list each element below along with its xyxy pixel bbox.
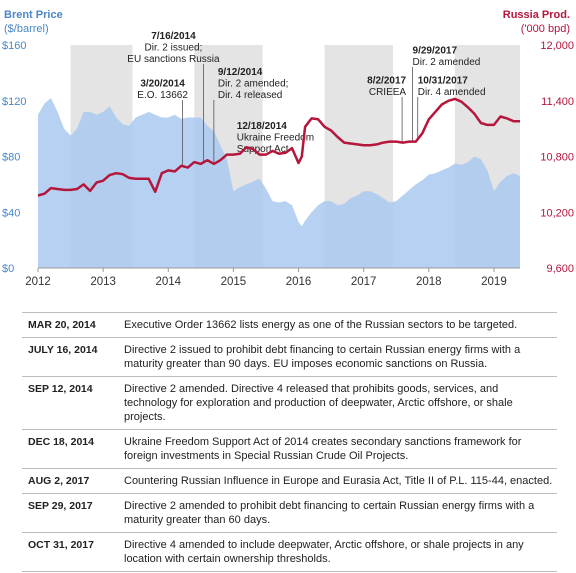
annotation-3-line-2: Support Act — [237, 144, 289, 155]
event-description: Ukraine Freedom Support Act of 2014 crea… — [118, 429, 557, 469]
annotation-0-line-1: E.O. 13662 — [137, 90, 188, 101]
annotation-4-line-0: 8/2/2017 — [367, 76, 406, 87]
annotation-6-line-0: 10/31/2017 — [418, 76, 468, 87]
event-description: Countering Russian Influence in Europe a… — [118, 468, 557, 494]
x-tick-label: 2013 — [90, 276, 116, 288]
x-tick-label: 2019 — [481, 276, 507, 288]
x-tick-label: 2015 — [221, 276, 247, 288]
x-tick-label: 2017 — [351, 276, 377, 288]
annotation-6-line-1: Dir. 4 amended — [418, 87, 486, 98]
brent-price-area — [38, 98, 520, 268]
event-row: OCT 31, 2017 Directive 4 amended to inclu… — [22, 532, 557, 572]
annotation-3-line-0: 12/18/2014 — [237, 121, 287, 132]
annotation-1-line-1: Dir. 2 issued; — [145, 43, 203, 54]
right-tick-label: 10,200 — [540, 207, 574, 219]
right-axis-unit: ('000 bpd) — [520, 23, 570, 35]
x-tick-label: 2014 — [155, 276, 181, 288]
x-tick-label: 2018 — [416, 276, 442, 288]
event-date: SEP 29, 2017 — [22, 493, 118, 533]
event-description: Directive 4 amended to include deepwater… — [118, 532, 557, 572]
event-row: SEP 29, 2017 Directive 2 amended to prohi… — [22, 493, 557, 533]
left-tick-label: $160 — [2, 40, 26, 52]
annotation-2-line-1: Dir. 2 amended; — [218, 79, 289, 90]
left-axis-title: Brent Price ($/barrel) — [4, 8, 63, 36]
left-axis-unit: ($/barrel) — [4, 23, 49, 35]
event-row: JULY 16, 2014 Directive 2 issued to prohi… — [22, 337, 557, 377]
right-tick-label: 9,600 — [546, 263, 574, 275]
event-date: DEC 18, 2014 — [22, 429, 118, 469]
annotation-5-line-0: 9/29/2017 — [413, 46, 458, 57]
right-tick-label: 11,400 — [541, 96, 574, 108]
annotation-1-line-0: 7/16/2014 — [151, 31, 196, 42]
event-description: Directive 2 amended. Directive 4 release… — [118, 376, 557, 430]
event-date: MAR 20, 2014 — [22, 312, 118, 338]
annotation-1-line-2: EU sanctions Russia — [127, 54, 220, 65]
event-date: AUG 2, 2017 — [22, 468, 118, 494]
event-row: DEC 18, 2014 Ukraine Freedom Support Act … — [22, 429, 557, 469]
event-row: SEP 12, 2014 Directive 2 amended. Directi… — [22, 376, 557, 430]
events-table: MAR 20, 2014 Executive Order 13662 lists … — [22, 312, 557, 572]
event-row: AUG 2, 2017 Countering Russian Influence … — [22, 468, 557, 494]
x-tick-label: 2016 — [286, 276, 312, 288]
left-tick-label: $80 — [2, 152, 20, 164]
left-tick-label: $40 — [2, 207, 20, 219]
annotation-3-line-1: Ukraine Freedom — [237, 133, 314, 144]
event-description: Directive 2 issued to prohibit debt fina… — [118, 337, 557, 377]
event-date: SEP 12, 2014 — [22, 376, 118, 430]
left-axis-title-text: Brent Price — [4, 9, 63, 21]
x-tick-label: 2012 — [25, 276, 51, 288]
event-date: JULY 16, 2014 — [22, 337, 118, 377]
annotation-5-line-1: Dir. 2 amended — [413, 57, 481, 68]
left-tick-label: $0 — [2, 263, 14, 275]
russia-production-line — [37, 97, 520, 197]
annotation-4-line-1: CRIEEA — [369, 87, 407, 98]
event-row: MAR 20, 2014 Executive Order 13662 lists … — [22, 312, 557, 338]
event-description: Directive 2 amended to prohibit debt fin… — [118, 493, 557, 533]
right-axis-title: Russia Prod. ('000 bpd) — [503, 8, 570, 36]
right-axis-title-text: Russia Prod. — [502, 9, 570, 21]
event-date: OCT 31, 2017 — [22, 532, 118, 572]
annotation-0-line-0: 3/20/2014 — [140, 79, 185, 90]
annotation-2-line-2: Dir. 4 released — [218, 90, 282, 101]
event-description: Executive Order 13662 lists energy as on… — [118, 312, 557, 338]
annotation-2-line-0: 9/12/2014 — [218, 67, 263, 78]
left-tick-label: $120 — [2, 96, 26, 108]
right-tick-label: 12,000 — [540, 40, 574, 52]
right-tick-label: 10,800 — [540, 152, 574, 164]
